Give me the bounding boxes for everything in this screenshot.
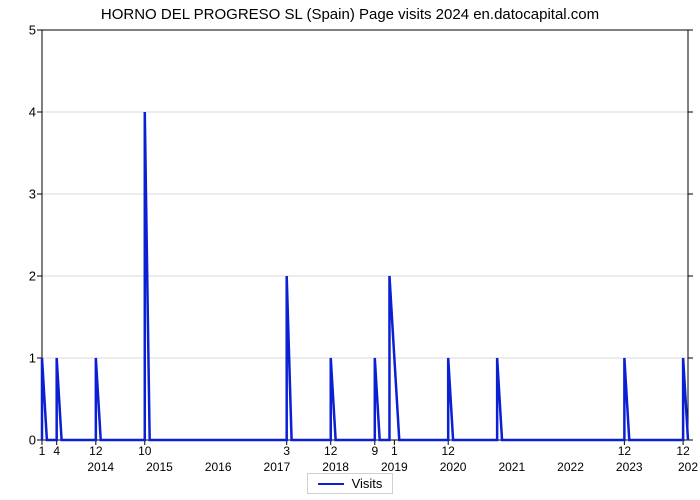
x-minor-tick-label: 4 <box>53 444 60 458</box>
y-tick-label: 3 <box>29 187 36 202</box>
x-minor-tick-label: 9 <box>371 444 378 458</box>
x-minor-tick-label: 12 <box>618 444 631 458</box>
x-minor-tick-label: 3 <box>283 444 290 458</box>
chart-svg <box>42 30 688 440</box>
legend-swatch <box>318 483 344 485</box>
chart-container: { "chart": { "type": "line", "title": "H… <box>0 0 700 500</box>
chart-legend: Visits <box>0 472 700 495</box>
legend-label: Visits <box>352 476 383 491</box>
chart-title: HORNO DEL PROGRESO SL (Spain) Page visit… <box>0 6 700 23</box>
x-minor-tick-label: 12 <box>442 444 455 458</box>
y-tick-label: 4 <box>29 105 36 120</box>
chart-plot-area: 0123451412103129112121220142015201620172… <box>42 30 688 440</box>
x-minor-tick-label: 12 <box>324 444 337 458</box>
x-minor-tick-label: 12 <box>89 444 102 458</box>
x-minor-tick-label: 1 <box>39 444 46 458</box>
y-tick-label: 0 <box>29 433 36 448</box>
x-minor-tick-label: 1 <box>391 444 398 458</box>
legend-item: Visits <box>307 473 394 494</box>
x-minor-tick-label: 10 <box>138 444 151 458</box>
x-minor-tick-label: 12 <box>676 444 689 458</box>
y-tick-label: 2 <box>29 269 36 284</box>
y-tick-label: 5 <box>29 23 36 38</box>
y-tick-label: 1 <box>29 351 36 366</box>
